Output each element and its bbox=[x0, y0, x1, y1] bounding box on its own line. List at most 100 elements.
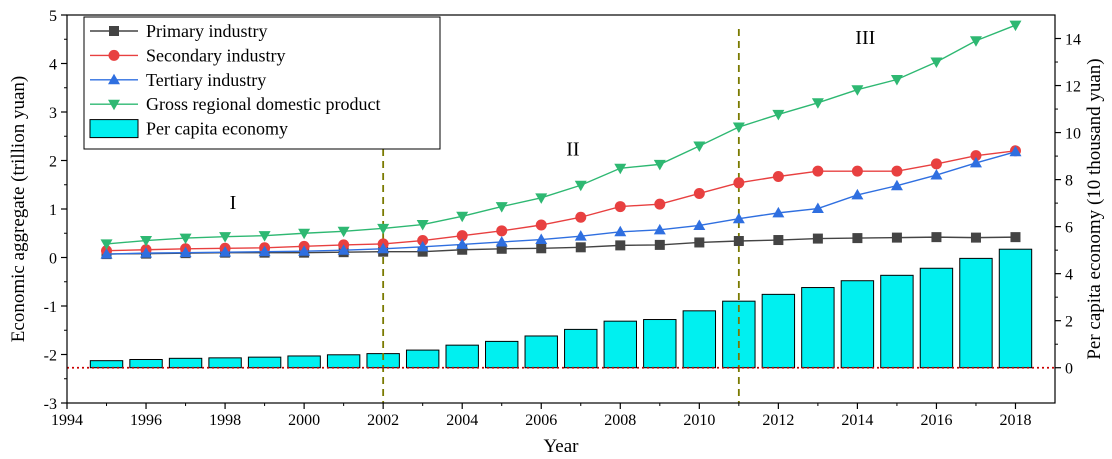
bar-per-capita-2009 bbox=[643, 319, 677, 369]
point-gross-regional-domestic-product-2016 bbox=[930, 57, 943, 69]
yr-tick-label-2: 2 bbox=[1065, 314, 1073, 331]
point-tertiary-industry-2014 bbox=[851, 188, 864, 200]
point-gross-regional-domestic-product-2009 bbox=[653, 159, 666, 171]
point-primary-industry-2007 bbox=[575, 242, 586, 253]
point-tertiary-industry-1999 bbox=[258, 245, 271, 257]
point-gross-regional-domestic-product-2018 bbox=[1009, 20, 1022, 32]
point-primary-industry-2011 bbox=[733, 236, 744, 247]
legend: Primary industry Secondary industry Tertia… bbox=[83, 16, 441, 150]
point-tertiary-industry-2008 bbox=[614, 225, 627, 237]
point-primary-industry-2008 bbox=[615, 240, 626, 251]
point-gross-regional-domestic-product-2011 bbox=[732, 122, 745, 134]
point-secondary-industry-2006 bbox=[535, 219, 547, 231]
x-tick-label-1994: 1994 bbox=[51, 412, 83, 429]
bar-per-capita-2006 bbox=[524, 335, 558, 369]
axes: 1994 1996 1998 2000 2002 2004 2006 2008 2010 2012… bbox=[44, 8, 1081, 429]
x-tick-label-2010: 2010 bbox=[683, 412, 715, 429]
point-gross-regional-domestic-product-2013 bbox=[811, 98, 824, 109]
legend-box bbox=[83, 16, 441, 150]
yl-tick-label--2: -2 bbox=[44, 348, 57, 365]
point-primary-industry-2005 bbox=[496, 243, 507, 254]
line-gross-regional-domestic-product bbox=[106, 24, 1016, 245]
point-gross-regional-domestic-product-2012 bbox=[772, 109, 785, 121]
yr-tick-label-10: 10 bbox=[1065, 126, 1081, 143]
point-primary-industry-2006 bbox=[536, 243, 547, 254]
point-tertiary-industry-1998 bbox=[219, 246, 232, 257]
bar-per-capita-2018 bbox=[998, 248, 1033, 369]
yr-tick-label-4: 4 bbox=[1065, 267, 1073, 284]
point-gross-regional-domestic-product-1999 bbox=[258, 231, 271, 242]
legend-label-tertiary-industry: Tertiary industry bbox=[146, 70, 266, 90]
point-tertiary-industry-2018 bbox=[1009, 145, 1022, 157]
x-tick-label-2016: 2016 bbox=[920, 412, 952, 429]
bar-per-capita-1998 bbox=[208, 357, 242, 369]
point-secondary-industry-2007 bbox=[575, 211, 587, 223]
bar-per-capita-2013 bbox=[801, 287, 835, 369]
bar-per-capita-2016 bbox=[919, 267, 954, 369]
point-tertiary-industry-2004 bbox=[456, 238, 469, 249]
point-secondary-industry-2011 bbox=[733, 177, 745, 189]
point-tertiary-industry-1996 bbox=[140, 247, 153, 258]
x-tick-label-2006: 2006 bbox=[525, 412, 557, 429]
point-primary-industry-2003 bbox=[417, 246, 428, 257]
point-tertiary-industry-2002 bbox=[377, 242, 390, 254]
point-primary-industry-2016 bbox=[931, 232, 942, 243]
point-secondary-industry-2014 bbox=[851, 165, 863, 177]
point-primary-industry-2009 bbox=[654, 239, 665, 250]
bars-layer bbox=[89, 248, 1033, 369]
x-tick-label-2018: 2018 bbox=[999, 412, 1031, 429]
legend-marker-primary-industry bbox=[109, 26, 119, 36]
point-tertiary-industry-2017 bbox=[969, 156, 982, 168]
bar-per-capita-2015 bbox=[880, 274, 914, 369]
point-tertiary-industry-2010 bbox=[693, 219, 706, 230]
point-secondary-industry-2008 bbox=[614, 201, 626, 213]
point-gross-regional-domestic-product-1996 bbox=[140, 236, 153, 247]
point-secondary-industry-2012 bbox=[772, 171, 784, 183]
point-primary-industry-2015 bbox=[891, 232, 902, 243]
point-primary-industry-2012 bbox=[773, 235, 784, 246]
point-secondary-industry-2013 bbox=[812, 165, 824, 177]
yl-tick-label-3: 3 bbox=[49, 105, 57, 122]
legend-label-per-capita-economy: Per capita economy bbox=[146, 119, 288, 139]
yr-tick-label-12: 12 bbox=[1065, 79, 1081, 96]
point-gross-regional-domestic-product-2015 bbox=[890, 75, 903, 86]
bar-per-capita-2008 bbox=[603, 320, 637, 369]
bar-per-capita-2017 bbox=[959, 257, 993, 369]
point-tertiary-industry-1997 bbox=[179, 246, 192, 258]
point-gross-regional-domestic-product-1998 bbox=[219, 232, 232, 243]
yl-tick-label-4: 4 bbox=[49, 57, 57, 74]
y-axis-right-label: Per capita economy (10 thousand yuan) bbox=[1084, 58, 1105, 359]
point-gross-regional-domestic-product-2017 bbox=[969, 36, 982, 47]
point-secondary-industry-2017 bbox=[970, 150, 982, 162]
point-gross-regional-domestic-product-2000 bbox=[298, 228, 311, 240]
x-tick-label-2002: 2002 bbox=[367, 412, 399, 429]
yl-tick-label-1: 1 bbox=[49, 202, 57, 219]
bar-per-capita-2004 bbox=[445, 344, 479, 369]
point-primary-industry-2017 bbox=[970, 232, 981, 243]
point-gross-regional-domestic-product-2004 bbox=[456, 211, 469, 223]
series-lines bbox=[100, 20, 1022, 260]
point-gross-regional-domestic-product-2002 bbox=[377, 223, 390, 235]
point-primary-industry-2004 bbox=[457, 244, 468, 255]
point-secondary-industry-2016 bbox=[930, 158, 942, 170]
bar-per-capita-2003 bbox=[405, 349, 440, 369]
point-gross-regional-domestic-product-2014 bbox=[851, 85, 864, 96]
bar-per-capita-2007 bbox=[564, 328, 598, 369]
point-secondary-industry-2015 bbox=[891, 165, 903, 177]
yr-tick-label-6: 6 bbox=[1065, 220, 1073, 237]
line-secondary-industry bbox=[106, 150, 1016, 252]
point-primary-industry-2010 bbox=[694, 237, 705, 248]
y-axis-left-label: Economic aggregate (trillion yuan) bbox=[8, 76, 29, 342]
yl-tick-label-5: 5 bbox=[49, 8, 57, 25]
yl-tick-label--1: -1 bbox=[44, 299, 57, 316]
point-tertiary-industry-2015 bbox=[890, 179, 903, 191]
x-axis-label: Year bbox=[543, 436, 579, 457]
phase-label-II: II bbox=[566, 139, 579, 161]
bar-per-capita-1995 bbox=[89, 360, 124, 369]
bar-per-capita-2014 bbox=[840, 280, 875, 369]
point-tertiary-industry-2009 bbox=[653, 223, 666, 235]
point-primary-industry-2018 bbox=[1010, 232, 1021, 243]
yr-tick-label-8: 8 bbox=[1065, 173, 1073, 190]
legend-marker-tertiary-industry bbox=[108, 73, 120, 85]
